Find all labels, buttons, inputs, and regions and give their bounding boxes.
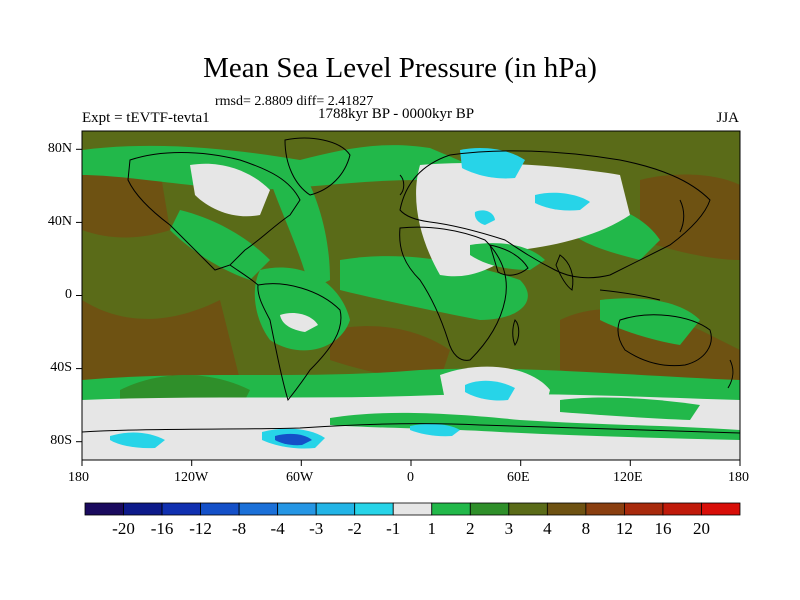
colorbar-swatch bbox=[662, 502, 702, 516]
y-tick-label: 40N bbox=[47, 214, 72, 229]
colorbar-swatch bbox=[200, 502, 240, 516]
x-tick-label: 120W bbox=[174, 470, 209, 485]
field-cyan-siberia bbox=[535, 192, 590, 211]
y-tick-label: 80N bbox=[47, 141, 72, 156]
coast-indonesia bbox=[599, 289, 661, 301]
coast-australia bbox=[617, 314, 712, 367]
x-tick-label: 60W bbox=[286, 470, 314, 485]
field-cyan-caspian bbox=[474, 210, 495, 225]
coast-madagascar bbox=[512, 319, 520, 347]
field-green-equatorial-africa bbox=[340, 256, 528, 320]
coast-antarctica bbox=[82, 423, 740, 434]
colorbar-tick-label: 2 bbox=[466, 519, 475, 538]
coast-central-america bbox=[229, 264, 259, 286]
colorbar-tick-label: -1 bbox=[386, 519, 401, 538]
rmsd-diff-stats: rmsd= 2.8809 diff= 2.41827 bbox=[215, 94, 374, 109]
colorbar-tick-label: -2 bbox=[347, 519, 362, 538]
colorbar-tick-label: 8 bbox=[581, 519, 591, 538]
coast-japan bbox=[679, 199, 685, 233]
period-label: 1788kyr BP - 0000kyr BP bbox=[318, 106, 475, 122]
coast-uk bbox=[399, 174, 405, 196]
field-green-central-america bbox=[170, 210, 270, 280]
x-tick-label: 120E bbox=[613, 470, 643, 485]
y-tick-label: 0 bbox=[65, 287, 72, 302]
field-green-eurasia-south bbox=[470, 243, 545, 270]
colorbar-tick-label: -3 bbox=[309, 519, 324, 538]
coast-greenland bbox=[284, 137, 351, 196]
x-tick-label: 0 bbox=[407, 470, 414, 485]
coast-south-america bbox=[257, 283, 342, 402]
coast-new-zealand bbox=[727, 359, 734, 389]
field-cyan-antarctic-east bbox=[410, 423, 460, 437]
field-green-atlantic bbox=[270, 165, 330, 290]
field-layer bbox=[82, 131, 740, 460]
colorbar-swatch bbox=[238, 502, 279, 516]
page-title: Mean Sea Level Pressure (in hPa) bbox=[203, 52, 597, 84]
colorbar-swatch bbox=[161, 502, 201, 516]
field-neutral-north-america bbox=[190, 163, 270, 217]
colorbar-tick-label: -12 bbox=[189, 519, 212, 538]
colorbar-swatch bbox=[624, 502, 664, 516]
field-green-southern-ocean-east bbox=[560, 397, 700, 420]
field-cyan-antarctic-west bbox=[110, 432, 165, 449]
colorbar-swatch bbox=[84, 502, 124, 516]
colorbar-swatch bbox=[585, 502, 625, 516]
colorbar-tick-label: 16 bbox=[654, 519, 672, 538]
colorbar-tick-label: 1 bbox=[427, 519, 437, 538]
field-brown-pacific-south bbox=[82, 300, 240, 393]
colorbar-swatch bbox=[701, 502, 741, 516]
x-tick-label: 60E bbox=[507, 470, 530, 485]
colorbar-tick-label: 3 bbox=[504, 519, 514, 538]
colorbar-tick-label: -4 bbox=[270, 519, 285, 538]
colorbar-swatch bbox=[546, 502, 587, 516]
axis-ticks bbox=[76, 148, 741, 466]
colorbar-swatch bbox=[508, 502, 548, 516]
field-blue-antarctic bbox=[275, 433, 312, 446]
coast-india bbox=[555, 254, 574, 291]
colorbar-tick-label: 12 bbox=[615, 519, 633, 538]
coast-arabia bbox=[489, 244, 529, 276]
field-green-south-america bbox=[254, 267, 350, 351]
colorbar-swatch bbox=[469, 502, 510, 516]
x-tick-label: 180 bbox=[728, 470, 749, 485]
coast-north-america bbox=[127, 152, 301, 271]
colorbar-swatch bbox=[354, 502, 394, 516]
y-tick-label: 40S bbox=[50, 360, 72, 375]
field-green-arctic bbox=[82, 145, 470, 190]
coast-eurasia bbox=[399, 150, 711, 279]
field-cyan-south-atlantic bbox=[465, 380, 515, 401]
field-green-maritime bbox=[600, 298, 700, 345]
colorbar-tick-label: 4 bbox=[543, 519, 552, 538]
colorbar-tick-label: 20 bbox=[692, 519, 710, 538]
colorbar-swatch bbox=[315, 502, 356, 516]
season-label: JJA bbox=[716, 110, 739, 126]
colorbar-tick-label: -8 bbox=[232, 519, 247, 538]
colorbar-swatch bbox=[392, 502, 433, 516]
coast-africa bbox=[399, 226, 507, 361]
field-cyan-scandinavia bbox=[460, 148, 525, 179]
colorbar-tick-label: -16 bbox=[150, 519, 174, 538]
colorbar-tick-label: -20 bbox=[112, 519, 135, 538]
colorbar-swatch bbox=[123, 502, 163, 516]
field-neutral-eurasia bbox=[416, 163, 630, 277]
y-tick-label: 80S bbox=[50, 433, 72, 448]
colorbar-swatch bbox=[277, 502, 317, 516]
experiment-label: Expt = tEVTF-tevta1 bbox=[82, 110, 210, 126]
coastlines bbox=[82, 137, 740, 434]
colorbar-swatch bbox=[431, 502, 471, 516]
field-brown-west-pacific bbox=[640, 174, 740, 260]
field-neutral-south-pacific-patch bbox=[280, 313, 318, 332]
x-tick-label: 180 bbox=[68, 470, 89, 485]
field-brown-south-atlantic bbox=[330, 326, 450, 380]
